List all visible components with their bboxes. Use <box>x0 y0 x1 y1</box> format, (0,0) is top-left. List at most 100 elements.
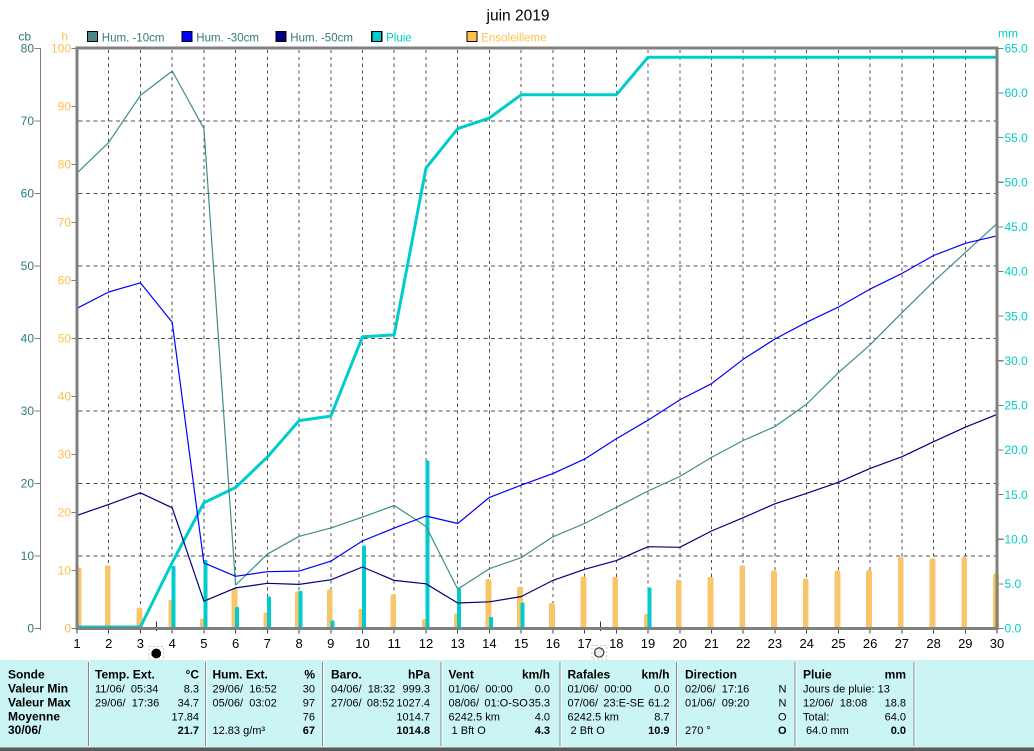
svg-text:07/06/ 23:E-SE: 07/06/ 23:E-SE <box>568 697 645 709</box>
svg-text:23: 23 <box>768 636 782 651</box>
svg-text:76: 76 <box>303 711 315 723</box>
svg-text:28: 28 <box>926 636 940 651</box>
svg-text:4.0: 4.0 <box>535 711 550 723</box>
svg-text:6242.5 km: 6242.5 km <box>568 711 619 723</box>
svg-text:50.0: 50.0 <box>1005 176 1029 190</box>
svg-text:01/06/ 00:00: 01/06/ 00:00 <box>449 684 513 696</box>
svg-text:Temp. Ext.: Temp. Ext. <box>95 668 155 682</box>
svg-text:34.7: 34.7 <box>178 697 199 709</box>
svg-text:Jours de pluie: 13: Jours de pluie: 13 <box>803 684 890 696</box>
svg-text:km/h: km/h <box>641 668 669 682</box>
svg-text:67: 67 <box>303 725 315 737</box>
svg-text:22: 22 <box>736 636 750 651</box>
svg-text:270 °: 270 ° <box>685 725 711 737</box>
svg-text:999.3: 999.3 <box>402 684 430 696</box>
svg-text:N: N <box>779 684 787 696</box>
svg-text:97: 97 <box>303 697 315 709</box>
svg-text:Hum. -50cm: Hum. -50cm <box>290 33 353 45</box>
svg-text:12.83 g/m³: 12.83 g/m³ <box>213 725 266 737</box>
svg-text:1: 1 <box>73 636 80 651</box>
svg-text:Direction: Direction <box>685 668 737 682</box>
svg-text:12/06/ 18:08: 12/06/ 18:08 <box>803 697 867 709</box>
svg-text:40: 40 <box>21 332 35 346</box>
svg-text:80: 80 <box>21 42 35 56</box>
svg-text:20: 20 <box>673 636 687 651</box>
svg-text:2: 2 <box>105 636 112 651</box>
svg-text:0.0: 0.0 <box>891 725 906 737</box>
svg-text:0.0: 0.0 <box>535 684 550 696</box>
svg-text:15: 15 <box>514 636 528 651</box>
svg-text:29: 29 <box>958 636 972 651</box>
svg-text:13: 13 <box>450 636 464 651</box>
svg-text:Baro.: Baro. <box>331 668 362 682</box>
svg-text:30.0: 30.0 <box>1005 354 1029 368</box>
svg-text:8.3: 8.3 <box>184 684 199 696</box>
svg-text:4: 4 <box>169 636 176 651</box>
svg-text:15.0: 15.0 <box>1005 488 1029 502</box>
svg-text:61.2: 61.2 <box>648 697 669 709</box>
svg-text:20.0: 20.0 <box>1005 443 1029 457</box>
svg-text:20: 20 <box>58 506 72 520</box>
svg-text:35.0: 35.0 <box>1005 309 1029 323</box>
svg-text:21.7: 21.7 <box>178 725 199 737</box>
svg-text:3: 3 <box>137 636 144 651</box>
svg-text:30: 30 <box>990 636 1004 651</box>
svg-text:70: 70 <box>58 216 72 230</box>
svg-text:24: 24 <box>799 636 813 651</box>
svg-text:30: 30 <box>303 684 315 696</box>
svg-text:0: 0 <box>27 622 34 636</box>
svg-text:27/06/ 08:52: 27/06/ 08:52 <box>331 697 394 709</box>
svg-text:11/06/ 05:34: 11/06/ 05:34 <box>95 684 158 696</box>
svg-text:05/06/ 03:02: 05/06/ 03:02 <box>213 697 277 709</box>
svg-text:8: 8 <box>295 636 302 651</box>
svg-text:27: 27 <box>895 636 909 651</box>
svg-text:60: 60 <box>58 274 72 288</box>
svg-text:9: 9 <box>327 636 334 651</box>
svg-text:Valeur Max: Valeur Max <box>8 695 71 709</box>
svg-text:80: 80 <box>58 158 72 172</box>
svg-text:40: 40 <box>58 390 72 404</box>
svg-text:1027.4: 1027.4 <box>396 697 430 709</box>
svg-text:2 Bft O: 2 Bft O <box>568 725 606 737</box>
svg-text:60: 60 <box>21 187 35 201</box>
svg-text:100: 100 <box>51 42 71 56</box>
svg-text:01/06/ 00:00: 01/06/ 00:00 <box>568 684 632 696</box>
svg-text:02/06/ 17:16: 02/06/ 17:16 <box>685 684 749 696</box>
svg-text:Hum. Ext.: Hum. Ext. <box>213 668 268 682</box>
svg-text:65.0: 65.0 <box>1005 42 1029 56</box>
svg-text:1014.8: 1014.8 <box>396 725 430 737</box>
svg-text:mm: mm <box>998 27 1018 41</box>
svg-text:0.0: 0.0 <box>654 684 669 696</box>
svg-text:20: 20 <box>21 477 35 491</box>
svg-text:10.9: 10.9 <box>648 725 669 737</box>
svg-text:17: 17 <box>577 636 591 651</box>
svg-text:Valeur Min: Valeur Min <box>8 682 68 696</box>
svg-text:O: O <box>778 711 787 723</box>
svg-text:Hum. -30cm: Hum. -30cm <box>196 33 259 45</box>
svg-text:Rafales: Rafales <box>568 668 611 682</box>
svg-text:Total:: Total: <box>803 711 829 723</box>
svg-text:19: 19 <box>641 636 655 651</box>
svg-text:30: 30 <box>21 404 35 418</box>
svg-text:6: 6 <box>232 636 239 651</box>
svg-text:0: 0 <box>64 622 71 636</box>
svg-text:50: 50 <box>58 332 72 346</box>
svg-text:08/06/ 01:O-SO: 08/06/ 01:O-SO <box>449 697 529 709</box>
svg-text:km/h: km/h <box>522 668 550 682</box>
svg-text:O: O <box>778 725 787 737</box>
svg-text:7: 7 <box>264 636 271 651</box>
svg-text:Hum. -10cm: Hum. -10cm <box>102 33 165 45</box>
svg-text:29/06/ 16:52: 29/06/ 16:52 <box>213 684 277 696</box>
svg-text:5.0: 5.0 <box>1005 577 1022 591</box>
svg-text:12: 12 <box>419 636 433 651</box>
svg-text:64.0: 64.0 <box>885 711 906 723</box>
svg-text:17.84: 17.84 <box>171 711 199 723</box>
svg-text:25: 25 <box>831 636 845 651</box>
svg-text:h: h <box>61 30 68 44</box>
svg-text:Moyenne: Moyenne <box>8 709 60 723</box>
svg-text:70: 70 <box>21 114 35 128</box>
svg-text:10: 10 <box>21 549 35 563</box>
svg-text:4.3: 4.3 <box>535 725 550 737</box>
svg-text:N: N <box>779 697 787 709</box>
svg-text:Ensoleilleme: Ensoleilleme <box>481 33 546 45</box>
